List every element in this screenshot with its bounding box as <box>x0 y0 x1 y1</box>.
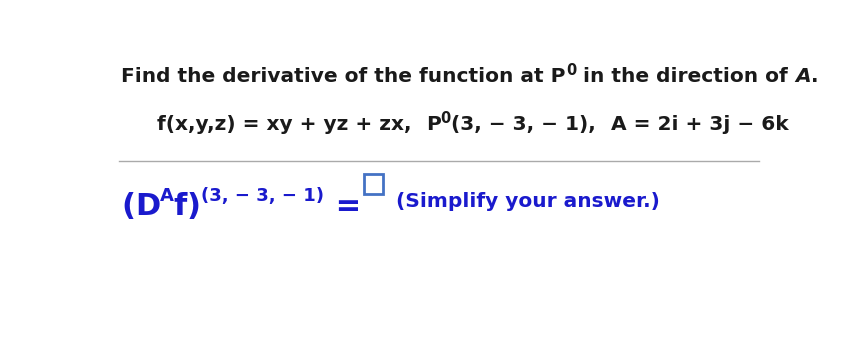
Text: (3, − 3, − 1): (3, − 3, − 1) <box>200 187 324 205</box>
Text: f(x,y,z) = xy + yz + zx,: f(x,y,z) = xy + yz + zx, <box>158 115 412 134</box>
Text: D: D <box>135 192 160 221</box>
Text: A: A <box>160 187 174 205</box>
Text: (: ( <box>121 192 135 221</box>
Text: Find the derivative of the function at P: Find the derivative of the function at P <box>121 66 566 86</box>
Text: 0: 0 <box>566 63 576 78</box>
Text: in the direction of: in the direction of <box>576 66 795 86</box>
Text: (3, − 3, − 1),: (3, − 3, − 1), <box>451 115 596 134</box>
Text: ): ) <box>187 192 200 221</box>
FancyBboxPatch shape <box>365 174 383 194</box>
Text: P: P <box>425 115 441 134</box>
Text: A = 2i + 3j − 6k: A = 2i + 3j − 6k <box>611 115 789 134</box>
Text: (Simplify your answer.): (Simplify your answer.) <box>389 192 660 211</box>
Text: =: = <box>325 192 361 221</box>
Text: f: f <box>173 192 187 221</box>
Text: .: . <box>811 66 818 86</box>
Text: A: A <box>795 66 811 86</box>
Text: 0: 0 <box>441 111 451 126</box>
